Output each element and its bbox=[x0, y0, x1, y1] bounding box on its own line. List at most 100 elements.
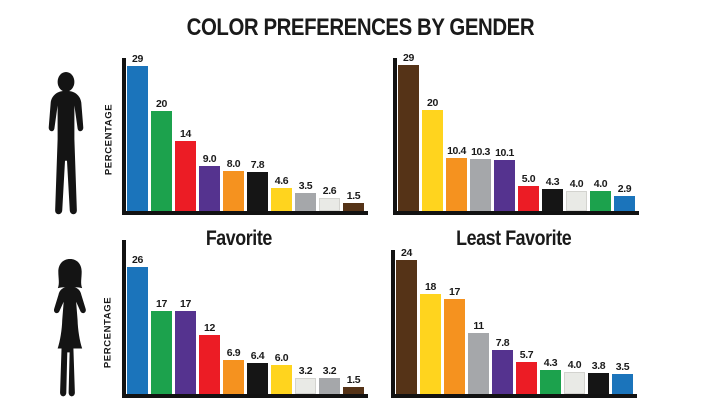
bar-white bbox=[295, 378, 316, 394]
y-axis bbox=[391, 250, 395, 398]
bar-value-label: 4.3 bbox=[545, 176, 560, 188]
bar-value-label: 6.4 bbox=[250, 350, 265, 362]
bar-value-label: 4.0 bbox=[569, 178, 584, 190]
bar-gray bbox=[470, 159, 491, 211]
bar-value-label: 1.5 bbox=[346, 374, 361, 386]
bar-purple bbox=[175, 311, 196, 394]
chart-male-least-favorite: 29 20 10.4 10.3 10.1 5.0 4.3 4.0 4.0 2.9 bbox=[393, 52, 639, 215]
female-silhouette-icon bbox=[53, 258, 86, 397]
bar-value-label: 17 bbox=[449, 286, 460, 298]
bar-value-label: 17 bbox=[180, 298, 191, 310]
bar-value-label: 9.0 bbox=[202, 153, 217, 165]
bar-red bbox=[175, 141, 196, 211]
bar-green bbox=[540, 370, 561, 394]
chart-female-least-favorite: 24 18 17 11 7.8 5.7 4.3 4.0 3.8 3.5 bbox=[391, 247, 637, 398]
bar-value-label: 5.7 bbox=[519, 349, 534, 361]
y-axis-label-male: PERCENTAGE bbox=[103, 103, 115, 176]
bar-value-label: 8.0 bbox=[226, 158, 241, 170]
bar-value-label: 3.2 bbox=[298, 365, 313, 377]
y-axis bbox=[393, 58, 397, 215]
bar-purple bbox=[199, 166, 220, 211]
bar-yellow bbox=[420, 294, 441, 394]
bar-orange bbox=[223, 171, 244, 211]
bar-black bbox=[247, 363, 268, 394]
bar-value-label: 10.3 bbox=[471, 146, 490, 158]
bar-red bbox=[199, 335, 220, 394]
bar-black bbox=[588, 373, 609, 394]
bar-green bbox=[590, 191, 611, 211]
chart-male-favorite: 29 20 14 9.0 8.0 7.8 4.6 3.5 2.6 1.5 bbox=[122, 53, 368, 215]
bar-value-label: 18 bbox=[425, 281, 436, 293]
bar-purple bbox=[494, 160, 515, 211]
y-axis bbox=[122, 58, 126, 215]
bar-value-label: 3.5 bbox=[298, 180, 313, 192]
bar-green bbox=[151, 111, 172, 211]
bar-white bbox=[564, 372, 585, 394]
bar-green bbox=[151, 311, 172, 394]
bar-yellow bbox=[271, 365, 292, 394]
male-silhouette-icon bbox=[48, 72, 84, 215]
bar-value-label: 3.5 bbox=[615, 361, 630, 373]
y-axis bbox=[122, 240, 126, 398]
bar-value-label: 10.4 bbox=[447, 145, 466, 157]
bar-value-label: 4.0 bbox=[567, 359, 582, 371]
bar-value-label: 5.0 bbox=[521, 173, 536, 185]
bar-value-label: 17 bbox=[156, 298, 167, 310]
bar-value-label: 20 bbox=[156, 98, 167, 110]
bar-blue bbox=[614, 196, 635, 211]
bar-orange bbox=[446, 158, 467, 211]
bar-value-label: 1.5 bbox=[346, 190, 361, 202]
bar-orange bbox=[444, 299, 465, 394]
bar-red bbox=[518, 186, 539, 211]
bar-blue bbox=[127, 267, 148, 394]
bar-gray bbox=[468, 333, 489, 394]
bar-value-label: 7.8 bbox=[495, 337, 510, 349]
bar-value-label: 7.8 bbox=[250, 159, 265, 171]
bar-value-label: 12 bbox=[204, 322, 215, 334]
bar-gray bbox=[295, 193, 316, 211]
bar-orange bbox=[223, 360, 244, 394]
bar-value-label: 6.9 bbox=[226, 347, 241, 359]
page-title: COLOR PREFERENCES BY GENDER bbox=[0, 14, 720, 42]
section-title-least-favorite: Least Favorite bbox=[456, 227, 572, 250]
bar-value-label: 24 bbox=[401, 247, 412, 259]
bar-value-label: 6.0 bbox=[274, 352, 289, 364]
bar-brown bbox=[343, 203, 364, 211]
bar-gray bbox=[319, 378, 340, 394]
bar-white bbox=[319, 198, 340, 211]
bar-blue bbox=[612, 374, 633, 394]
y-axis-label-female: PERCENTAGE bbox=[102, 296, 114, 369]
bar-value-label: 10.1 bbox=[495, 147, 514, 159]
bar-purple bbox=[492, 350, 513, 394]
bar-value-label: 3.2 bbox=[322, 365, 337, 377]
bar-value-label: 11 bbox=[473, 320, 484, 332]
bar-value-label: 4.6 bbox=[274, 175, 289, 187]
x-axis bbox=[122, 211, 368, 215]
bar-black bbox=[542, 189, 563, 211]
bar-value-label: 20 bbox=[427, 97, 438, 109]
bar-value-label: 26 bbox=[132, 254, 143, 266]
bar-yellow bbox=[271, 188, 292, 211]
bar-brown bbox=[398, 65, 419, 211]
chart-female-favorite: 26 17 17 12 6.9 6.4 6.0 3.2 3.2 1.5 bbox=[122, 240, 368, 398]
bar-red bbox=[516, 362, 537, 394]
bar-brown bbox=[396, 260, 417, 394]
bar-value-label: 4.0 bbox=[593, 178, 608, 190]
section-title-favorite: Favorite bbox=[205, 227, 273, 250]
bar-value-label: 2.9 bbox=[617, 183, 632, 195]
bar-yellow bbox=[422, 110, 443, 211]
bar-blue bbox=[127, 66, 148, 211]
bar-value-label: 14 bbox=[180, 128, 191, 140]
x-axis bbox=[122, 394, 368, 398]
bar-white bbox=[566, 191, 587, 211]
x-axis bbox=[393, 211, 639, 215]
page-title-text: COLOR PREFERENCES BY GENDER bbox=[186, 14, 534, 41]
bar-value-label: 29 bbox=[403, 52, 414, 64]
bar-value-label: 4.3 bbox=[543, 357, 558, 369]
bar-value-label: 2.6 bbox=[322, 185, 337, 197]
bar-black bbox=[247, 172, 268, 211]
x-axis bbox=[391, 394, 637, 398]
bar-brown bbox=[343, 387, 364, 394]
bar-value-label: 3.8 bbox=[591, 360, 606, 372]
